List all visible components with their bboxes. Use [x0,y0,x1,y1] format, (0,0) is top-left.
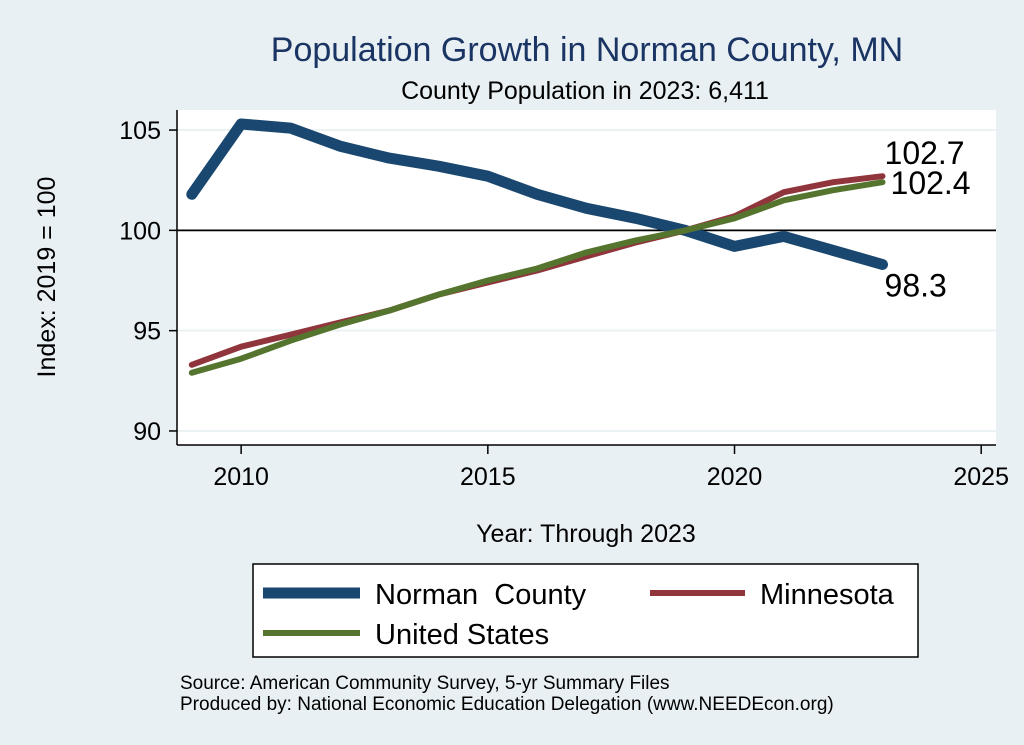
legend-label-norman: Norman County [375,579,587,611]
x-axis-label: Year: Through 2023 [476,520,696,548]
x-tick-label-2025: 2025 [953,463,1009,491]
end-point-us [880,179,886,185]
source-note: Source: American Community Survey, 5-yr … [180,673,670,694]
chart-title: Population Growth in Norman County, MN [271,31,903,69]
y-tick-label-100: 100 [119,217,161,245]
end-label-us: 102.4 [891,165,971,201]
chart-subtitle: County Population in 2023: 6,411 [401,77,769,105]
end-label-minnesota: 102.7 [885,135,965,171]
series-lines [186,118,888,376]
axes: 90 95 100 105 2010 2015 2020 2025 [119,110,1009,491]
legend-label-minnesota: Minnesota [760,579,895,611]
legend-label-us: United States [375,619,549,651]
end-point-norman [880,261,886,267]
produced-by-note: Produced by: National Economic Education… [180,694,834,715]
x-tick-label-2020: 2020 [707,463,763,491]
y-axis-label: Index: 2019 = 100 [33,177,61,378]
x-tick-label-2015: 2015 [460,463,516,491]
series-line-us [188,179,886,376]
plot-area [177,110,996,445]
legend-box [252,563,919,658]
legend: Norman County Minnesota United States [252,563,919,658]
x-tick-label-2010: 2010 [213,463,269,491]
y-tick-label-95: 95 [133,318,161,346]
y-tick-label-90: 90 [133,418,161,446]
y-tick-label-105: 105 [119,117,161,145]
end-point-minnesota [880,173,886,179]
series-line-norman [186,118,888,270]
end-label-norman: 98.3 [885,267,947,303]
